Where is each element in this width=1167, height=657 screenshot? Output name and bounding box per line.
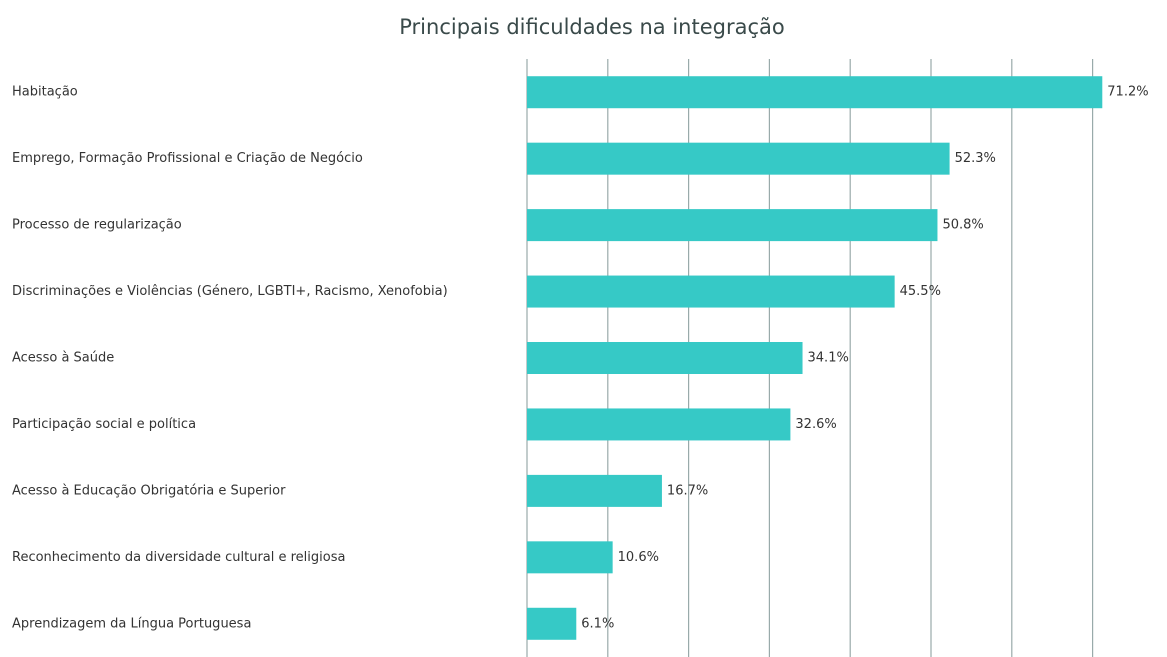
value-label: 10.6% xyxy=(618,550,659,565)
y-tick-label: Reconhecimento da diversidade cultural e… xyxy=(12,550,345,565)
bar xyxy=(527,408,791,441)
y-tick-label: Aprendizagem da Língua Portuguesa xyxy=(12,616,251,631)
value-label: 16.7% xyxy=(667,483,708,498)
value-label: 45.5% xyxy=(900,284,941,299)
y-tick-label: Discriminações e Violências (Género, LGB… xyxy=(12,284,448,299)
bar xyxy=(527,275,895,308)
y-tick-label: Emprego, Formação Profissional e Criação… xyxy=(12,151,363,166)
bar xyxy=(527,342,803,374)
value-label: 6.1% xyxy=(581,616,614,631)
y-tick-label: Habitação xyxy=(12,85,78,100)
value-label: 50.8% xyxy=(942,218,983,233)
y-tick-label: Participação social e política xyxy=(12,417,196,432)
bar xyxy=(527,209,938,242)
bar xyxy=(527,76,1103,109)
chart-title: Principais dificuldades na integração xyxy=(399,15,785,39)
y-tick-label: Acesso à Saúde xyxy=(12,351,114,366)
value-label: 34.1% xyxy=(808,351,849,366)
value-label: 71.2% xyxy=(1107,85,1148,100)
bar xyxy=(527,541,613,574)
bar xyxy=(527,474,662,507)
y-tick-label: Acesso à Educação Obrigatória e Superior xyxy=(12,483,286,498)
bar xyxy=(527,607,577,640)
y-tick-label: Processo de regularização xyxy=(12,218,182,233)
bar xyxy=(527,142,950,175)
value-label: 32.6% xyxy=(795,417,836,432)
value-label: 52.3% xyxy=(955,151,996,166)
